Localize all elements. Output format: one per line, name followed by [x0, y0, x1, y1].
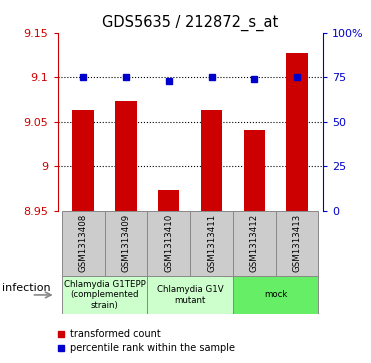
Bar — [147, 276, 233, 314]
Bar — [233, 211, 276, 276]
Text: percentile rank within the sample: percentile rank within the sample — [70, 343, 236, 354]
Text: infection: infection — [2, 283, 50, 293]
Bar — [72, 110, 94, 211]
Text: GSM1313411: GSM1313411 — [207, 214, 216, 272]
Text: GSM1313408: GSM1313408 — [79, 214, 88, 272]
Bar — [286, 53, 308, 211]
Bar — [190, 211, 233, 276]
Bar — [62, 211, 105, 276]
Bar — [105, 211, 147, 276]
Text: GSM1313412: GSM1313412 — [250, 214, 259, 272]
Bar — [233, 276, 318, 314]
Text: GSM1313410: GSM1313410 — [164, 214, 173, 272]
Text: transformed count: transformed count — [70, 329, 161, 339]
Text: GSM1313409: GSM1313409 — [121, 214, 131, 272]
Text: mock: mock — [264, 290, 288, 299]
Bar — [244, 131, 265, 211]
Text: Chlamydia G1TEPP
(complemented
strain): Chlamydia G1TEPP (complemented strain) — [64, 280, 145, 310]
Bar — [115, 101, 137, 211]
Bar — [62, 276, 147, 314]
Text: GSM1313413: GSM1313413 — [293, 214, 302, 272]
Bar — [276, 211, 318, 276]
Text: Chlamydia G1V
mutant: Chlamydia G1V mutant — [157, 285, 223, 305]
Bar — [147, 211, 190, 276]
Bar — [201, 110, 222, 211]
Title: GDS5635 / 212872_s_at: GDS5635 / 212872_s_at — [102, 15, 278, 31]
Bar — [158, 190, 180, 211]
